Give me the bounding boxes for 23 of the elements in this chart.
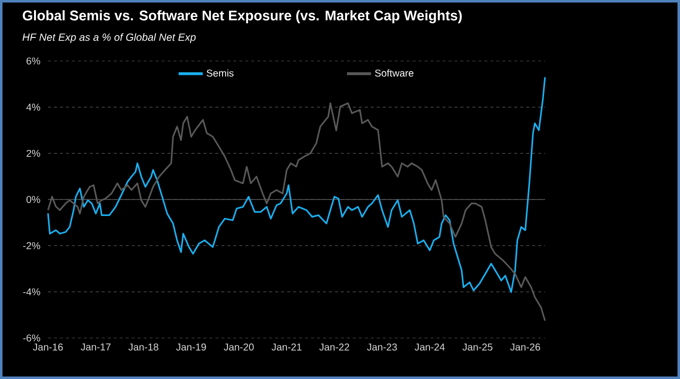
x-tick-label: Jan-26 (510, 344, 540, 351)
x-tick-label: Jan-16 (32, 344, 63, 351)
y-tick-label: 0% (26, 196, 40, 204)
legend-label: Semis (206, 69, 234, 77)
x-tick-label: Jan-21 (272, 344, 302, 351)
x-tick-label: Jan-23 (367, 344, 397, 351)
x-tick-label: Jan-25 (462, 344, 492, 351)
x-tick-label: Jan-18 (128, 344, 158, 351)
y-tick-label: -6% (23, 334, 40, 342)
y-tick-label: -2% (23, 242, 40, 250)
y-tick-label: 4% (26, 104, 40, 111)
line-series (47, 76, 546, 293)
y-tick-label: 6% (26, 57, 40, 65)
y-tick-label: -4% (23, 288, 40, 296)
x-tick-label: Jan-20 (224, 344, 254, 351)
chart-subtitle: HF Net Exp as a % of Global Net Exp (22, 33, 196, 43)
x-tick-label: Jan-19 (176, 344, 206, 351)
y-tick-label: 2% (26, 150, 40, 157)
legend-label: Software (375, 69, 414, 77)
x-tick-label: Jan-17 (80, 344, 111, 350)
chart-title: Global Semis vs. Software Net Exposure (vs. Market Cap Weights) (22, 10, 462, 24)
x-tick-label: Jan-22 (319, 344, 350, 351)
x-tick-label: Jan-24 (414, 344, 445, 351)
